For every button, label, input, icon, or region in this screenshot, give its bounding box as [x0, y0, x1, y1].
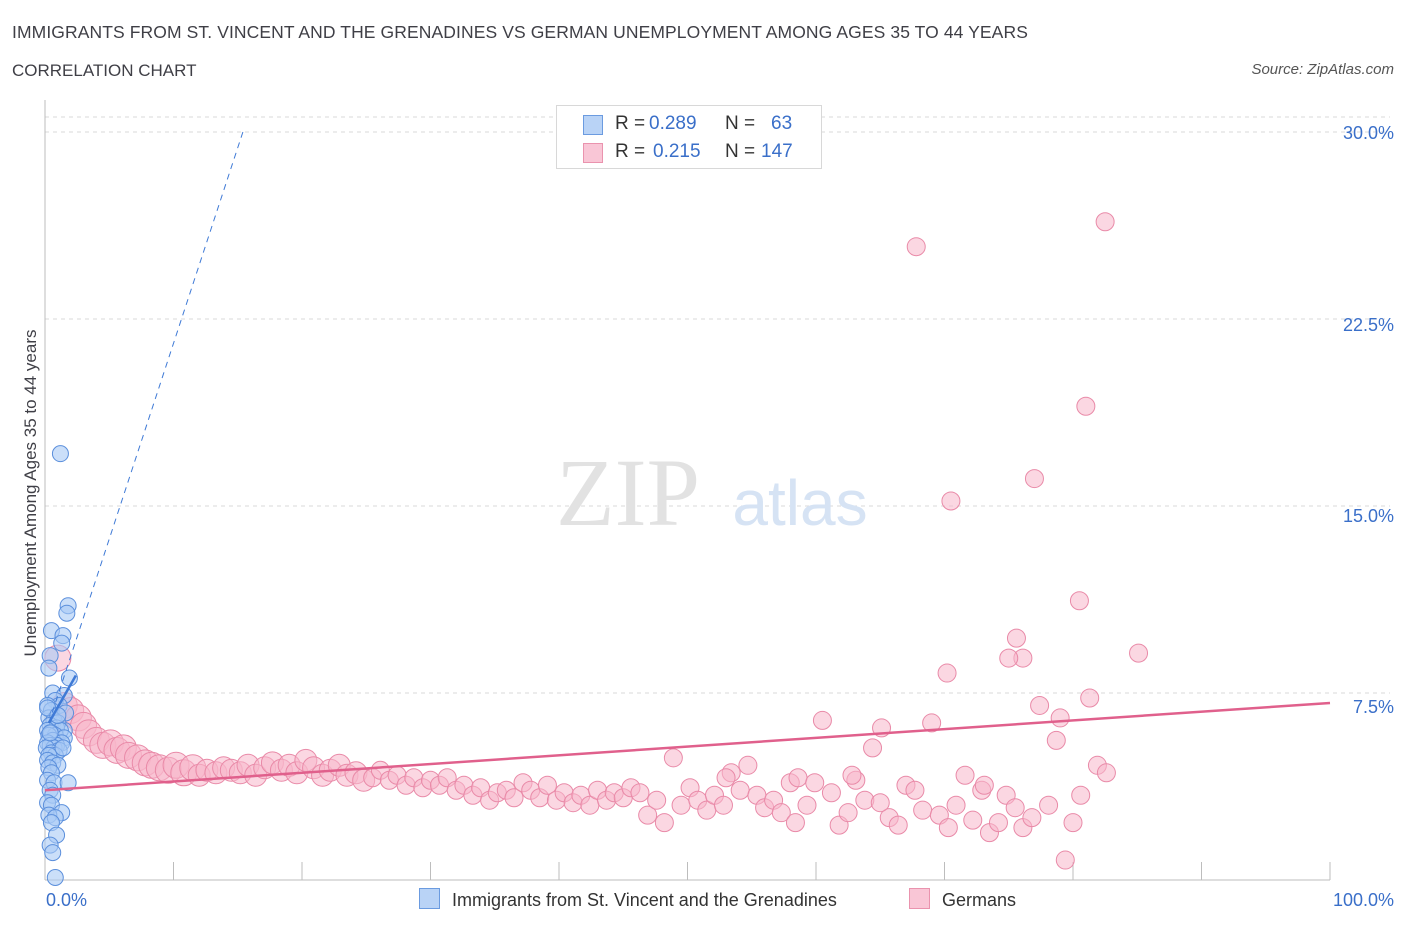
- immigrants-point: [44, 844, 62, 862]
- trend-lines: [44, 131, 1331, 792]
- bottom-legend-pink: Germans: [909, 888, 1016, 911]
- germans-point: [1030, 695, 1050, 715]
- bottom-legend-label-pink: Germans: [942, 890, 1017, 910]
- grid-lines: [45, 116, 1390, 694]
- immigrants-trend-line: [47, 674, 77, 724]
- germans-trend-line: [44, 701, 1331, 792]
- germans-point: [1024, 469, 1044, 489]
- germans-point: [785, 813, 805, 833]
- germans-point: [812, 710, 832, 730]
- germans-point: [1069, 591, 1089, 611]
- immigrants-point: [59, 774, 77, 792]
- germans-point: [771, 803, 791, 823]
- x-tick-label-0: 0.0%: [46, 890, 88, 910]
- legend-n-label: N =: [725, 113, 756, 134]
- germans-point: [654, 813, 674, 833]
- germans-point: [888, 815, 908, 835]
- chart-title: IMMIGRANTS FROM ST. VINCENT AND THE GREN…: [12, 22, 1028, 42]
- legend-n-value: 63: [771, 113, 793, 134]
- germans-point: [999, 648, 1019, 668]
- legend-r-label: R =: [615, 141, 646, 162]
- germans-point: [1005, 798, 1025, 818]
- germans-point: [630, 783, 650, 803]
- watermark: ZIP atlas: [556, 439, 868, 546]
- germans-point: [1055, 850, 1075, 870]
- immigrants-point: [53, 634, 71, 652]
- chart-subtitle: CORRELATION CHART: [12, 61, 197, 80]
- immigrants-point: [51, 445, 69, 463]
- watermark-atlas: atlas: [732, 467, 867, 539]
- germans-point: [716, 768, 736, 788]
- germans-point: [963, 810, 983, 830]
- germans-point: [937, 663, 957, 683]
- germans-point: [504, 788, 524, 808]
- germans-point: [974, 775, 994, 795]
- germans-point: [738, 755, 758, 775]
- germans-point: [671, 795, 691, 815]
- y-tick-label-15: 15.0%: [1342, 506, 1394, 526]
- germans-point: [906, 237, 926, 257]
- immigrants-point: [46, 869, 64, 887]
- legend-swatch-pink: [583, 143, 603, 163]
- immigrants-point: [58, 604, 76, 622]
- germans-point: [870, 793, 890, 813]
- y-tick-label-7-5: 7.5%: [1352, 697, 1394, 717]
- germans-point: [788, 768, 808, 788]
- germans-point: [938, 818, 958, 838]
- germans-point: [838, 803, 858, 823]
- germans-point: [941, 491, 961, 511]
- germans-point: [638, 805, 658, 825]
- germans-point: [713, 795, 733, 815]
- watermark-zip: ZIP: [556, 439, 700, 546]
- germans-point: [1076, 396, 1096, 416]
- germans-point: [922, 713, 942, 733]
- germans-point: [863, 738, 883, 758]
- correlation-legend: R = 0.289 N = 63 R = 0.215 N = 147: [556, 105, 822, 169]
- germans-point: [1046, 730, 1066, 750]
- bottom-legend-label-blue: Immigrants from St. Vincent and the Gren…: [452, 890, 837, 910]
- germans-point: [805, 773, 825, 793]
- germans-point: [1071, 785, 1091, 805]
- legend-n-value: 147: [761, 141, 793, 162]
- germans-points: [44, 212, 1149, 870]
- legend-n-label: N =: [725, 141, 756, 162]
- germans-point: [1080, 688, 1100, 708]
- germans-point: [842, 765, 862, 785]
- germans-point: [1022, 808, 1042, 828]
- source-credit: Source: ZipAtlas.com: [1251, 61, 1394, 78]
- germans-point: [647, 790, 667, 810]
- legend-r-value: 0.215: [653, 141, 701, 162]
- immigrants-point: [40, 659, 58, 677]
- immigrants-point: [41, 724, 59, 742]
- legend-swatch-blue: [583, 115, 603, 135]
- bottom-legend-blue: Immigrants from St. Vincent and the Gren…: [419, 888, 837, 911]
- germans-point: [1039, 795, 1059, 815]
- bottom-legend-swatch-blue: [419, 888, 440, 909]
- germans-point: [537, 775, 557, 795]
- legend-r-value: 0.289: [649, 113, 697, 134]
- germans-point: [1129, 643, 1149, 663]
- bottom-legend-swatch-pink: [909, 888, 930, 909]
- y-tick-label-22-5: 22.5%: [1342, 315, 1394, 335]
- legend-r-label: R =: [615, 113, 646, 134]
- x-tick-label-100: 100.0%: [1332, 890, 1394, 910]
- germans-point: [1050, 708, 1070, 728]
- germans-point: [913, 800, 933, 820]
- germans-point: [797, 795, 817, 815]
- germans-point: [955, 765, 975, 785]
- immigrants-trend-dashed: [48, 131, 244, 724]
- germans-point: [1095, 212, 1115, 232]
- germans-point: [821, 783, 841, 803]
- germans-point: [1006, 628, 1026, 648]
- germans-point: [1096, 763, 1116, 783]
- immigrants-point: [54, 739, 72, 757]
- germans-point: [946, 795, 966, 815]
- y-tick-label-30: 30.0%: [1342, 123, 1394, 143]
- germans-point: [988, 813, 1008, 833]
- germans-point: [730, 780, 750, 800]
- germans-point: [1063, 813, 1083, 833]
- germans-point: [663, 748, 683, 768]
- germans-point: [905, 780, 925, 800]
